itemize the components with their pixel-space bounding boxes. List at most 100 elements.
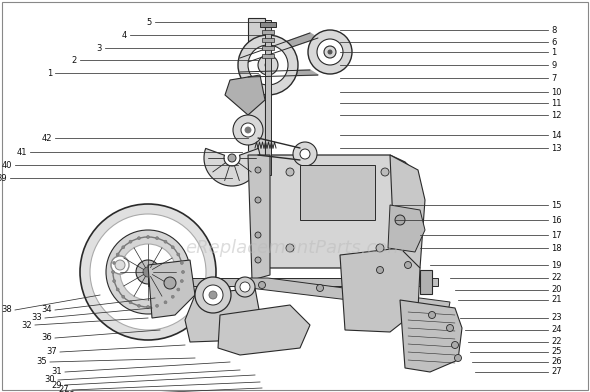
Text: 22: 22 (551, 338, 562, 347)
Text: 22: 22 (551, 274, 562, 283)
Bar (260, 22, 276, 27)
Text: 37: 37 (46, 347, 57, 356)
Circle shape (195, 277, 231, 313)
Circle shape (171, 295, 174, 298)
Polygon shape (225, 75, 265, 115)
Text: 38: 38 (1, 305, 12, 314)
Circle shape (255, 257, 261, 263)
Circle shape (376, 267, 384, 274)
Circle shape (255, 232, 261, 238)
Polygon shape (268, 155, 420, 268)
Circle shape (80, 204, 216, 340)
Text: 13: 13 (551, 143, 562, 152)
Polygon shape (204, 149, 260, 186)
Circle shape (381, 168, 389, 176)
Circle shape (255, 167, 261, 173)
Circle shape (235, 277, 255, 297)
Circle shape (286, 168, 294, 176)
Text: 11: 11 (551, 98, 562, 107)
Circle shape (116, 288, 119, 291)
Text: 23: 23 (551, 314, 562, 323)
Circle shape (181, 279, 183, 283)
Polygon shape (240, 70, 318, 77)
Text: 34: 34 (41, 305, 52, 314)
Circle shape (136, 260, 160, 284)
Polygon shape (248, 18, 265, 175)
Text: 27: 27 (58, 385, 69, 392)
Circle shape (300, 149, 310, 159)
Circle shape (238, 35, 298, 95)
Circle shape (316, 285, 323, 292)
Circle shape (164, 301, 167, 304)
Circle shape (447, 325, 454, 332)
Circle shape (115, 260, 125, 270)
Circle shape (228, 154, 236, 162)
Circle shape (203, 285, 223, 305)
Circle shape (111, 256, 129, 274)
Text: 2: 2 (72, 56, 77, 65)
Circle shape (405, 261, 411, 269)
Text: 30: 30 (44, 376, 55, 385)
Circle shape (258, 55, 278, 75)
Circle shape (122, 295, 124, 298)
Text: 40: 40 (2, 160, 12, 169)
Text: 26: 26 (551, 358, 562, 367)
Polygon shape (400, 300, 462, 372)
Circle shape (395, 215, 405, 225)
Circle shape (177, 288, 180, 291)
Circle shape (324, 46, 336, 58)
Text: 27: 27 (551, 368, 562, 376)
Circle shape (293, 142, 317, 166)
Circle shape (146, 305, 149, 309)
Text: 8: 8 (551, 25, 556, 34)
Circle shape (129, 301, 132, 304)
Circle shape (113, 279, 116, 283)
Text: 21: 21 (551, 296, 562, 305)
Text: 19: 19 (551, 261, 562, 270)
Text: 33: 33 (31, 314, 42, 323)
Circle shape (164, 277, 176, 289)
Circle shape (265, 62, 271, 68)
Bar (262, 46, 274, 50)
Text: 24: 24 (551, 325, 562, 334)
Circle shape (308, 30, 352, 74)
Text: 41: 41 (17, 147, 27, 156)
Text: 5: 5 (147, 18, 152, 27)
Circle shape (317, 39, 343, 65)
Text: 3: 3 (97, 44, 102, 53)
Text: 1: 1 (551, 47, 556, 56)
Text: 39: 39 (0, 174, 7, 183)
Text: 7: 7 (551, 74, 556, 82)
Polygon shape (250, 278, 450, 312)
Circle shape (164, 240, 167, 243)
Circle shape (177, 253, 180, 256)
Text: 16: 16 (551, 216, 562, 225)
Bar (262, 38, 274, 42)
Bar (262, 30, 274, 34)
Bar (300, 165, 375, 220)
Circle shape (137, 304, 140, 307)
Circle shape (245, 127, 251, 133)
Polygon shape (340, 248, 420, 332)
Polygon shape (240, 33, 318, 62)
Circle shape (146, 236, 149, 238)
Circle shape (428, 312, 435, 318)
Text: 4: 4 (122, 31, 127, 40)
Circle shape (240, 282, 250, 292)
Text: 35: 35 (37, 358, 47, 367)
Circle shape (106, 230, 190, 314)
Text: 14: 14 (551, 131, 562, 140)
Circle shape (129, 240, 132, 243)
Polygon shape (390, 155, 425, 270)
Circle shape (112, 270, 114, 274)
Bar (265, 20, 271, 175)
Polygon shape (148, 260, 195, 318)
Circle shape (171, 246, 174, 249)
Circle shape (120, 244, 176, 300)
Circle shape (286, 244, 294, 252)
Bar (420, 270, 432, 294)
Polygon shape (248, 155, 270, 280)
Circle shape (376, 244, 384, 252)
Circle shape (113, 261, 116, 265)
Circle shape (255, 197, 261, 203)
